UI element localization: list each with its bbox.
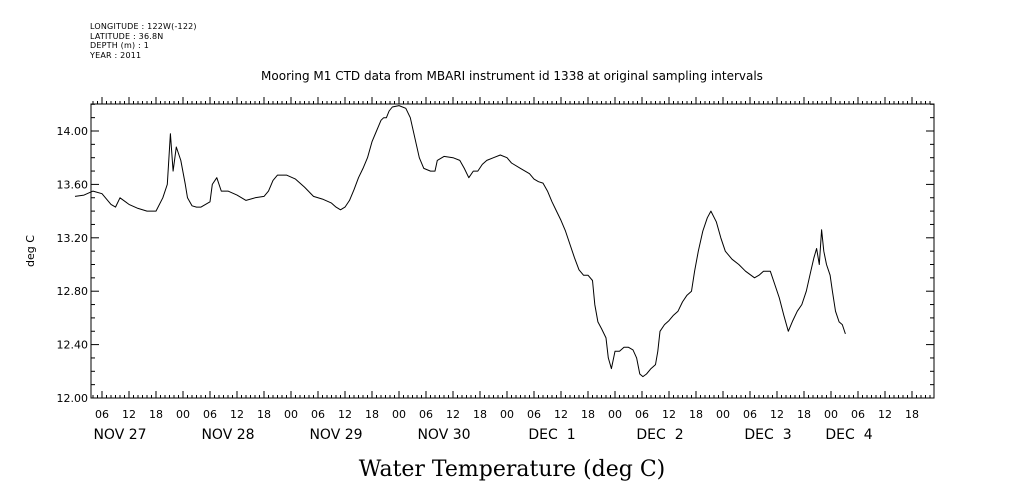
x-tick-label: 12 [338, 408, 352, 421]
x-date-label: NOV 27 [93, 427, 146, 443]
x-date-label: DEC 1 [528, 427, 575, 443]
x-tick-label: 00 [716, 408, 730, 421]
x-tick-label: 12 [770, 408, 784, 421]
plot-frame [90, 103, 935, 399]
x-tick-label: 00 [500, 408, 514, 421]
x-tick-label: 18 [365, 408, 379, 421]
x-tick-label: 18 [905, 408, 919, 421]
x-tick-label: 06 [635, 408, 649, 421]
x-tick-label: 18 [257, 408, 271, 421]
series-layer [74, 105, 846, 378]
x-tick-label: 06 [743, 408, 757, 421]
x-tick-label: 18 [581, 408, 595, 421]
y-tick-label: 14.00 [57, 125, 89, 138]
x-tick-label: 06 [95, 408, 109, 421]
chart-title: Mooring M1 CTD data from MBARI instrumen… [261, 69, 763, 83]
x-date-label: DEC 3 [744, 427, 791, 443]
x-tick-label: 18 [797, 408, 811, 421]
x-tick-label: 06 [527, 408, 541, 421]
x-date-label: NOV 29 [309, 427, 362, 443]
longitude-text: LONGITUDE : 122W(-122) [90, 22, 197, 31]
x-date-label: DEC 2 [636, 427, 683, 443]
x-tick-label: 18 [473, 408, 487, 421]
temperature-series-line [74, 105, 846, 378]
x-date-label: DEC 4 [825, 427, 872, 443]
x-tick-label: 18 [689, 408, 703, 421]
y-axis: 12.00 12.40 12.80 13.20 13.60 14.00 [57, 103, 934, 405]
depth-text: DEPTH (m) : 1 [90, 41, 149, 50]
x-tick-label: 00 [176, 408, 190, 421]
x-tick-label: 12 [662, 408, 676, 421]
x-tick-label: 06 [311, 408, 325, 421]
y-tick-label: 13.60 [57, 178, 89, 191]
x-tick-label: 00 [608, 408, 622, 421]
x-tick-label: 12 [122, 408, 136, 421]
x-tick-label: 00 [284, 408, 298, 421]
x-tick-label: 00 [824, 408, 838, 421]
x-axis-label: Water Temperature (deg C) [359, 457, 666, 482]
x-tick-label: 06 [203, 408, 217, 421]
x-date-label: NOV 28 [201, 427, 254, 443]
x-tick-label: 12 [878, 408, 892, 421]
y-tick-label: 12.00 [57, 392, 89, 405]
x-tick-label: 06 [851, 408, 865, 421]
x-axis: 06 12 18 00 06 12 18 00 06 12 18 00 06 12 18 00 06 12 18 00… [92, 97, 931, 443]
y-tick-label: 12.40 [57, 339, 89, 352]
y-tick-label: 13.20 [57, 232, 89, 245]
x-tick-label: 06 [419, 408, 433, 421]
x-date-label: NOV 30 [417, 427, 470, 443]
x-tick-label: 12 [230, 408, 244, 421]
x-tick-label: 12 [554, 408, 568, 421]
y-axis-label: deg C [24, 235, 37, 267]
latitude-text: LATITUDE : 36.8N [90, 31, 164, 41]
y-tick-label: 12.80 [57, 285, 89, 298]
year-text: YEAR : 2011 [90, 50, 142, 60]
x-tick-label: 18 [149, 408, 163, 421]
x-tick-label: 12 [446, 408, 460, 421]
metadata-block: LONGITUDE : 122W(-122) LATITUDE : 36.8N … [90, 22, 197, 60]
x-tick-label: 00 [392, 408, 406, 421]
